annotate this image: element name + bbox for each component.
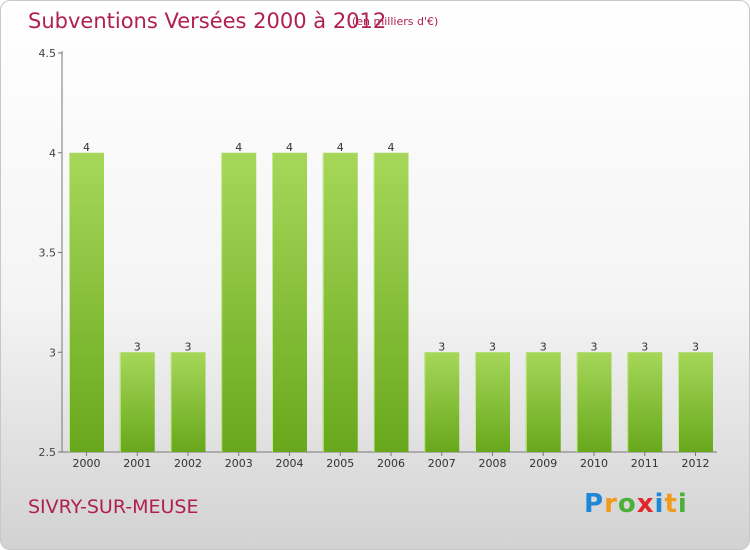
bar	[627, 352, 663, 452]
x-tick-label: 2005	[326, 457, 354, 470]
bar	[119, 352, 155, 452]
proxiti-logo: Proxiti	[584, 489, 688, 519]
data-label: 4	[388, 141, 395, 154]
y-tick-label: 2.5	[39, 446, 57, 459]
chart-subtitle: (en milliers d'€)	[352, 15, 439, 28]
bar	[576, 352, 612, 452]
logo-letter: r	[604, 489, 618, 519]
commune-name: SIVRY-SUR-MEUSE	[28, 496, 199, 518]
bar	[475, 352, 510, 452]
x-tick-label: 2003	[225, 457, 253, 470]
data-label: 3	[134, 340, 141, 353]
x-tick-label: 2002	[174, 457, 202, 470]
bar	[69, 152, 104, 452]
bar	[373, 152, 409, 452]
data-label: 3	[591, 340, 598, 353]
data-label: 3	[692, 340, 699, 353]
bar	[678, 352, 713, 452]
bar-chart: 2.5 3 3.5 4 4.5 2000 2001 2002 2003 2004 2005 2006 2…	[39, 47, 717, 470]
y-tick-label: 4.5	[39, 47, 57, 60]
logo-letter: i	[654, 489, 665, 519]
x-tick-label: 2000	[73, 457, 101, 470]
logo-letter: P	[584, 489, 605, 519]
y-tick-label: 3	[49, 346, 56, 359]
x-tick-label: 2010	[580, 457, 608, 470]
chart-title: Subventions Versées 2000 à 2012	[28, 9, 387, 33]
x-tick-label: 2009	[529, 457, 557, 470]
data-label: 3	[641, 340, 648, 353]
bar	[322, 152, 358, 452]
bar	[525, 352, 561, 452]
bar	[170, 352, 206, 452]
x-tick-label: 2006	[377, 457, 405, 470]
bar	[272, 152, 307, 452]
x-tick-label: 2011	[631, 457, 659, 470]
data-label: 3	[438, 340, 445, 353]
data-label: 3	[489, 340, 496, 353]
bar	[221, 152, 257, 452]
x-tick-label: 2007	[428, 457, 456, 470]
data-label: 4	[286, 141, 293, 154]
logo-letter: o	[617, 489, 637, 519]
data-label: 3	[540, 340, 547, 353]
data-label: 4	[83, 141, 90, 154]
y-tick-label: 4	[49, 147, 56, 160]
x-tick-label: 2012	[682, 457, 710, 470]
bar	[424, 352, 460, 452]
data-label: 3	[185, 340, 192, 353]
data-label: 4	[235, 141, 242, 154]
logo-letter: i	[677, 489, 688, 519]
x-tick-label: 2001	[123, 457, 151, 470]
y-tick-label: 3.5	[39, 247, 57, 260]
x-tick-label: 2008	[479, 457, 507, 470]
logo-letter: x	[636, 489, 655, 519]
x-tick-label: 2004	[276, 457, 304, 470]
logo-letter: t	[664, 489, 678, 519]
data-label: 4	[337, 141, 344, 154]
